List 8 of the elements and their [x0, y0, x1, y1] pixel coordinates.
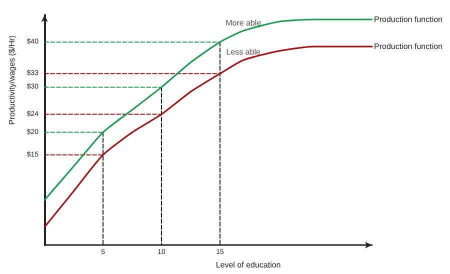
series-label: Production function — [374, 15, 442, 24]
line-series — [44, 46, 373, 228]
annotation: More able — [226, 18, 262, 28]
series-label: Production function — [374, 42, 442, 52]
y-axis-title: Productivity/wages ($/Hr) — [8, 35, 16, 125]
line-series — [44, 18, 373, 201]
x-axis-title: Level of education — [216, 260, 281, 270]
annotation: Less able — [226, 48, 262, 57]
